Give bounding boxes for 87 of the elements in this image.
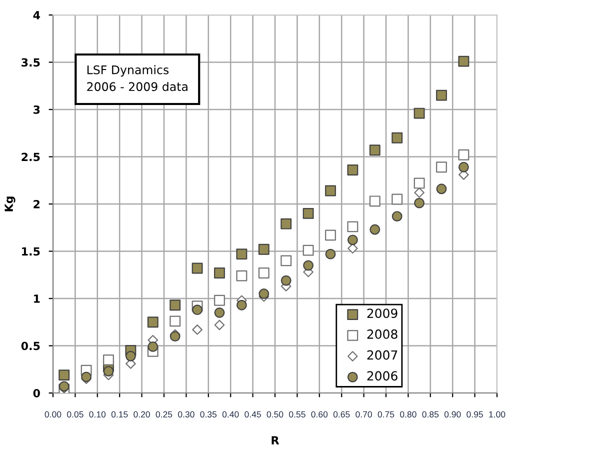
point	[392, 194, 403, 205]
x-tick-label: 0.50	[266, 411, 284, 418]
point	[369, 196, 380, 207]
point	[414, 188, 424, 198]
x-axis-title: R	[272, 436, 280, 444]
point	[302, 244, 314, 256]
point	[58, 370, 70, 381]
point	[214, 294, 225, 306]
x-tick-label: 0.45	[244, 411, 261, 418]
x-tick-label: 0.20	[134, 411, 150, 418]
point	[192, 304, 203, 316]
point	[347, 164, 358, 176]
x-tick-label: 0.80	[400, 411, 416, 418]
point	[170, 316, 181, 327]
legend-label: 2007	[367, 350, 398, 360]
x-tick-label: 0.35	[200, 411, 217, 418]
point	[148, 341, 158, 352]
text: LSF Dynamics 2006 - 2009 data	[87, 65, 188, 92]
y-tick-label: 4	[33, 11, 40, 20]
y-tick-label: 2.5	[22, 152, 40, 162]
point	[147, 316, 158, 328]
point	[236, 248, 248, 260]
point	[103, 366, 114, 376]
x-tick-label: 0.95	[466, 411, 483, 418]
point	[458, 149, 470, 160]
legend-label: 2009	[367, 308, 398, 318]
point	[414, 178, 425, 189]
point	[458, 56, 470, 67]
y-tick-label: 1	[34, 294, 40, 303]
x-tick-label: 0.90	[444, 411, 461, 418]
point	[325, 248, 336, 260]
y-tick-label: 0.5	[21, 342, 40, 350]
point	[392, 211, 402, 222]
point	[258, 288, 270, 299]
point	[348, 243, 358, 254]
x-tick-label: 0.55	[289, 411, 306, 418]
x-tick-label: 0.15	[111, 411, 128, 418]
point	[236, 270, 248, 282]
point	[280, 218, 292, 230]
point	[170, 300, 181, 311]
point	[458, 162, 469, 172]
point	[214, 268, 225, 278]
point	[303, 260, 314, 271]
x-tick-label: 0.25	[156, 411, 172, 418]
point	[414, 108, 425, 119]
point	[436, 184, 447, 194]
point	[192, 324, 202, 335]
point	[347, 221, 358, 232]
point	[192, 262, 203, 274]
point	[414, 198, 425, 208]
point	[258, 244, 270, 255]
x-tick-label: 1.00	[489, 411, 506, 418]
x-tick-label: 0.60	[311, 411, 328, 418]
point	[214, 320, 225, 330]
point	[392, 132, 403, 144]
point	[280, 275, 292, 286]
point	[125, 350, 136, 362]
y-axis-title: Kg	[4, 196, 16, 212]
y-tick-label: 3	[34, 105, 40, 114]
x-tick-label: 0.00	[44, 411, 62, 418]
point	[302, 208, 314, 219]
point	[103, 354, 114, 366]
x-tick-label: 0.05	[67, 411, 84, 418]
y-tick-label: 1.5	[22, 247, 40, 256]
x-tick-label: 0.85	[422, 411, 439, 418]
point	[258, 268, 270, 278]
x-tick-label: 0.10	[89, 411, 106, 418]
legend-label: 2006	[367, 371, 398, 381]
x-tick-label: 0.75	[378, 411, 394, 418]
point	[347, 234, 358, 246]
point	[369, 144, 380, 156]
y-tick-label: 2	[34, 200, 40, 208]
point	[436, 90, 447, 101]
point	[325, 230, 336, 241]
y-tick-label: 0	[33, 388, 40, 398]
point	[236, 300, 247, 310]
point	[280, 255, 292, 266]
x-tick-label: 0.40	[222, 411, 239, 418]
x-tick-label: 0.65	[333, 411, 350, 418]
point	[370, 224, 380, 235]
x-tick-label: 0.70	[356, 411, 372, 418]
point	[325, 185, 336, 196]
legend-label: 2008	[367, 329, 398, 339]
x-tick-label: 0.30	[178, 411, 194, 418]
y-tick-label: 3.5	[22, 58, 40, 67]
point	[214, 307, 225, 318]
point	[436, 162, 447, 173]
